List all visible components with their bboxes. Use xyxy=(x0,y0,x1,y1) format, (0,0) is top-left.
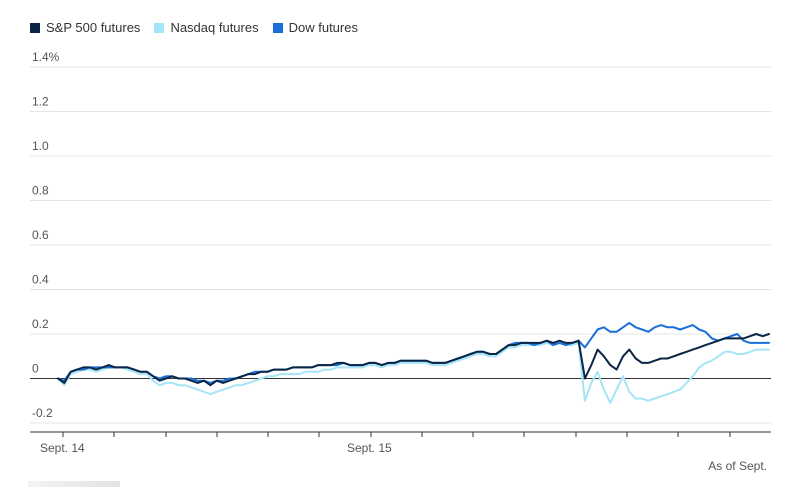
legend-item: S&P 500 futures xyxy=(30,20,140,35)
legend-label: Nasdaq futures xyxy=(170,20,259,35)
legend-label: Dow futures xyxy=(288,20,358,35)
y-tick-label: 1.4% xyxy=(32,50,60,64)
y-tick-label: 0.2 xyxy=(32,317,49,331)
y-tick-label: 0.6 xyxy=(32,228,49,242)
legend-swatch xyxy=(272,22,283,33)
source-credit-blur xyxy=(28,481,120,487)
legend-item: Nasdaq futures xyxy=(154,20,259,35)
y-tick-label: 0 xyxy=(32,362,39,376)
y-tick-label: 0.8 xyxy=(32,184,49,198)
y-tick-label: -0.2 xyxy=(32,406,53,420)
series-line-s-p-500-futures xyxy=(57,333,770,387)
legend-label: S&P 500 futures xyxy=(46,20,141,35)
chart-legend: S&P 500 futures Nasdaq futures Dow futures xyxy=(30,20,358,35)
legend-swatch xyxy=(154,22,165,33)
x-tick-label: Sept. 15 xyxy=(347,441,392,455)
y-tick-label: 0.4 xyxy=(32,273,49,287)
y-tick-label: 1.0 xyxy=(32,139,49,153)
series-line-dow-futures xyxy=(57,321,770,384)
series-line-nasdaq-futures xyxy=(57,341,770,404)
as-of-note: As of Sept. xyxy=(708,459,767,473)
legend-item: Dow futures xyxy=(272,20,358,35)
x-tick-label: Sept. 14 xyxy=(40,441,85,455)
legend-swatch xyxy=(30,22,40,33)
y-tick-label: 1.2 xyxy=(32,95,49,109)
